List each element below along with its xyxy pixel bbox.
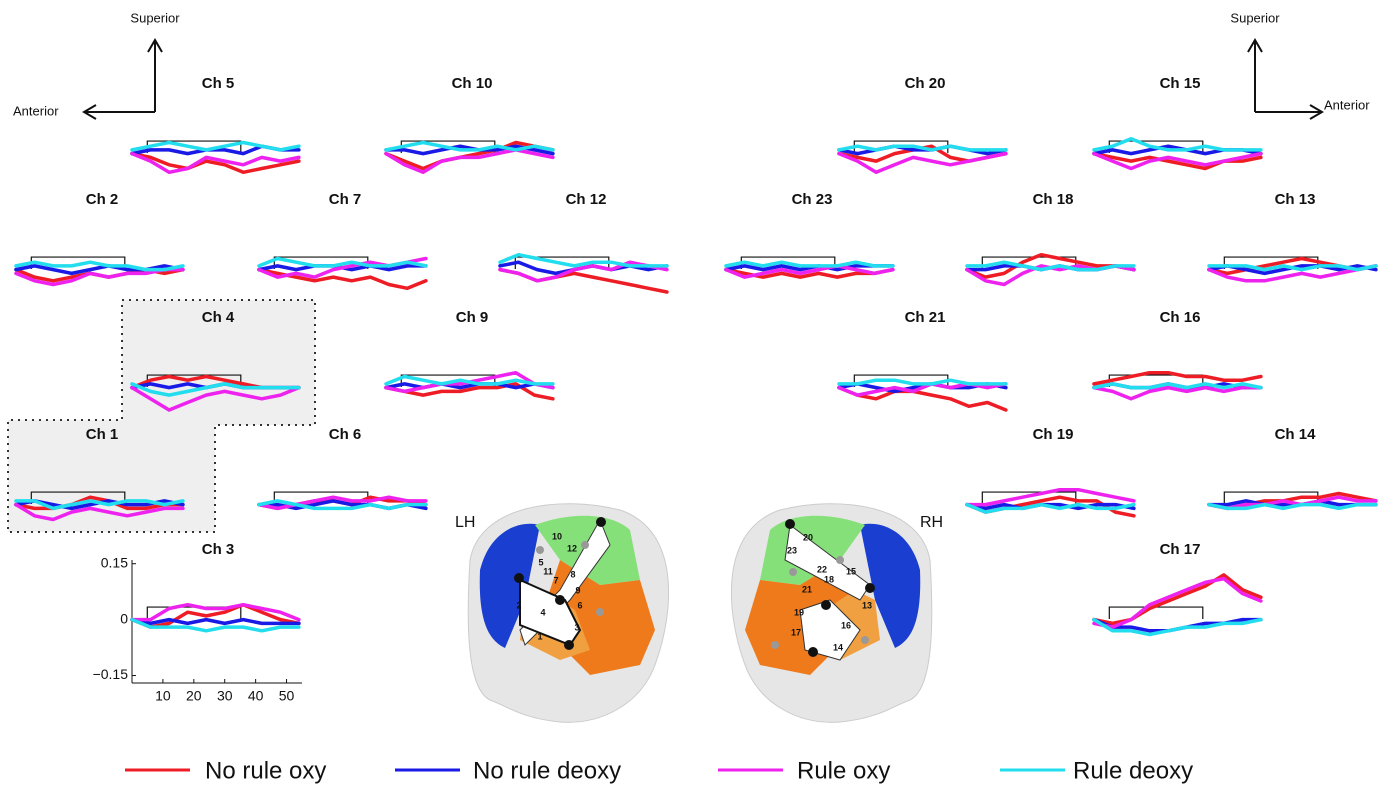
trace (1094, 154, 1261, 169)
trace (839, 146, 1006, 150)
channel-number: 14 (833, 642, 843, 652)
orientation-label: Superior (1230, 10, 1280, 25)
trace (1094, 373, 1261, 384)
brain-right (731, 504, 931, 723)
channel-number: 19 (794, 607, 804, 617)
trace (839, 380, 1006, 384)
brain-left (468, 504, 668, 723)
channel-number: 23 (787, 545, 797, 555)
panel-title: Ch 23 (792, 191, 833, 208)
x-tick-label: 50 (279, 688, 295, 704)
trace (1094, 139, 1261, 150)
panel-title: Ch 16 (1160, 309, 1201, 326)
x-tick-label: 20 (186, 688, 202, 704)
trace (132, 154, 299, 173)
x-tick-label: 30 (217, 688, 233, 704)
channel-number: 3 (574, 622, 579, 632)
trace (1094, 388, 1261, 399)
channel-number: 10 (552, 531, 562, 541)
channel-number: 4 (540, 607, 545, 617)
panel-title: Ch 7 (329, 191, 362, 208)
channel-number: 7 (553, 575, 558, 585)
trace (259, 259, 426, 266)
panel-title: Ch 9 (456, 309, 489, 326)
trace (386, 384, 553, 388)
trace (726, 262, 893, 266)
trace (259, 270, 426, 289)
panel-title: Ch 13 (1275, 191, 1316, 208)
trace (500, 270, 667, 292)
channel-number: 9 (575, 585, 580, 595)
panel-title: Ch 20 (905, 75, 946, 92)
trace (132, 620, 299, 624)
channel-number: 15 (846, 566, 856, 576)
channel-number: 17 (791, 627, 801, 637)
channel-number: 16 (841, 620, 851, 630)
channel-number: 22 (817, 564, 827, 574)
panel-title: Ch 4 (202, 309, 235, 326)
panel-title: Ch 6 (329, 426, 362, 443)
panel-title: Ch 14 (1275, 426, 1317, 443)
channel-number: 20 (803, 532, 813, 542)
channel-number: 11 (543, 566, 553, 576)
trace (839, 388, 1006, 410)
x-tick-label: 10 (155, 688, 171, 704)
panel-title: Ch 15 (1160, 75, 1201, 92)
orientation-label: Superior (130, 10, 180, 25)
panel-title: Ch 1 (86, 426, 119, 443)
stimulus-bracket (1109, 607, 1203, 619)
y-tick-label: 0.15 (101, 554, 128, 570)
panel-title: Ch 12 (566, 191, 607, 208)
channel-number: 8 (570, 569, 575, 579)
orientation-left (84, 40, 162, 119)
legend-label: Rule oxy (797, 757, 890, 784)
hemisphere-label: LH (455, 514, 475, 531)
panel-title: Ch 17 (1160, 541, 1201, 558)
panel-title: Ch 2 (86, 191, 119, 208)
panel-title: Ch 10 (452, 75, 493, 92)
y-tick-label: 0 (120, 610, 128, 626)
channel-number: 12 (567, 543, 577, 553)
y-tick-label: −0.15 (93, 666, 129, 682)
channel-number: 1 (537, 631, 542, 641)
panel-title: Ch 5 (202, 75, 235, 92)
legend-label: No rule deoxy (473, 757, 621, 784)
orientation-right (1248, 40, 1322, 119)
channel-number: 2 (516, 600, 521, 610)
legend-label: No rule oxy (205, 757, 326, 784)
panel-title: Ch 21 (905, 309, 946, 326)
x-tick-label: 40 (248, 688, 264, 704)
orientation-label: Anterior (1324, 97, 1370, 112)
trace (839, 154, 1006, 173)
hemisphere-label: RH (920, 514, 943, 531)
panel-title: Ch 18 (1033, 191, 1074, 208)
figure: Superior Anterior Superior Anterior LH R… (0, 0, 1400, 792)
highlight-box (8, 300, 315, 532)
channel-number: 13 (862, 600, 872, 610)
panel-title: Ch 3 (202, 541, 235, 558)
trace (386, 150, 553, 172)
channel-number: 21 (802, 584, 812, 594)
panel-title: Ch 19 (1033, 426, 1074, 443)
orientation-label: Anterior (13, 103, 59, 118)
channel-number: 6 (577, 600, 582, 610)
channel-number: 18 (824, 574, 834, 584)
trace (1094, 575, 1261, 624)
legend-label: Rule deoxy (1073, 757, 1193, 784)
